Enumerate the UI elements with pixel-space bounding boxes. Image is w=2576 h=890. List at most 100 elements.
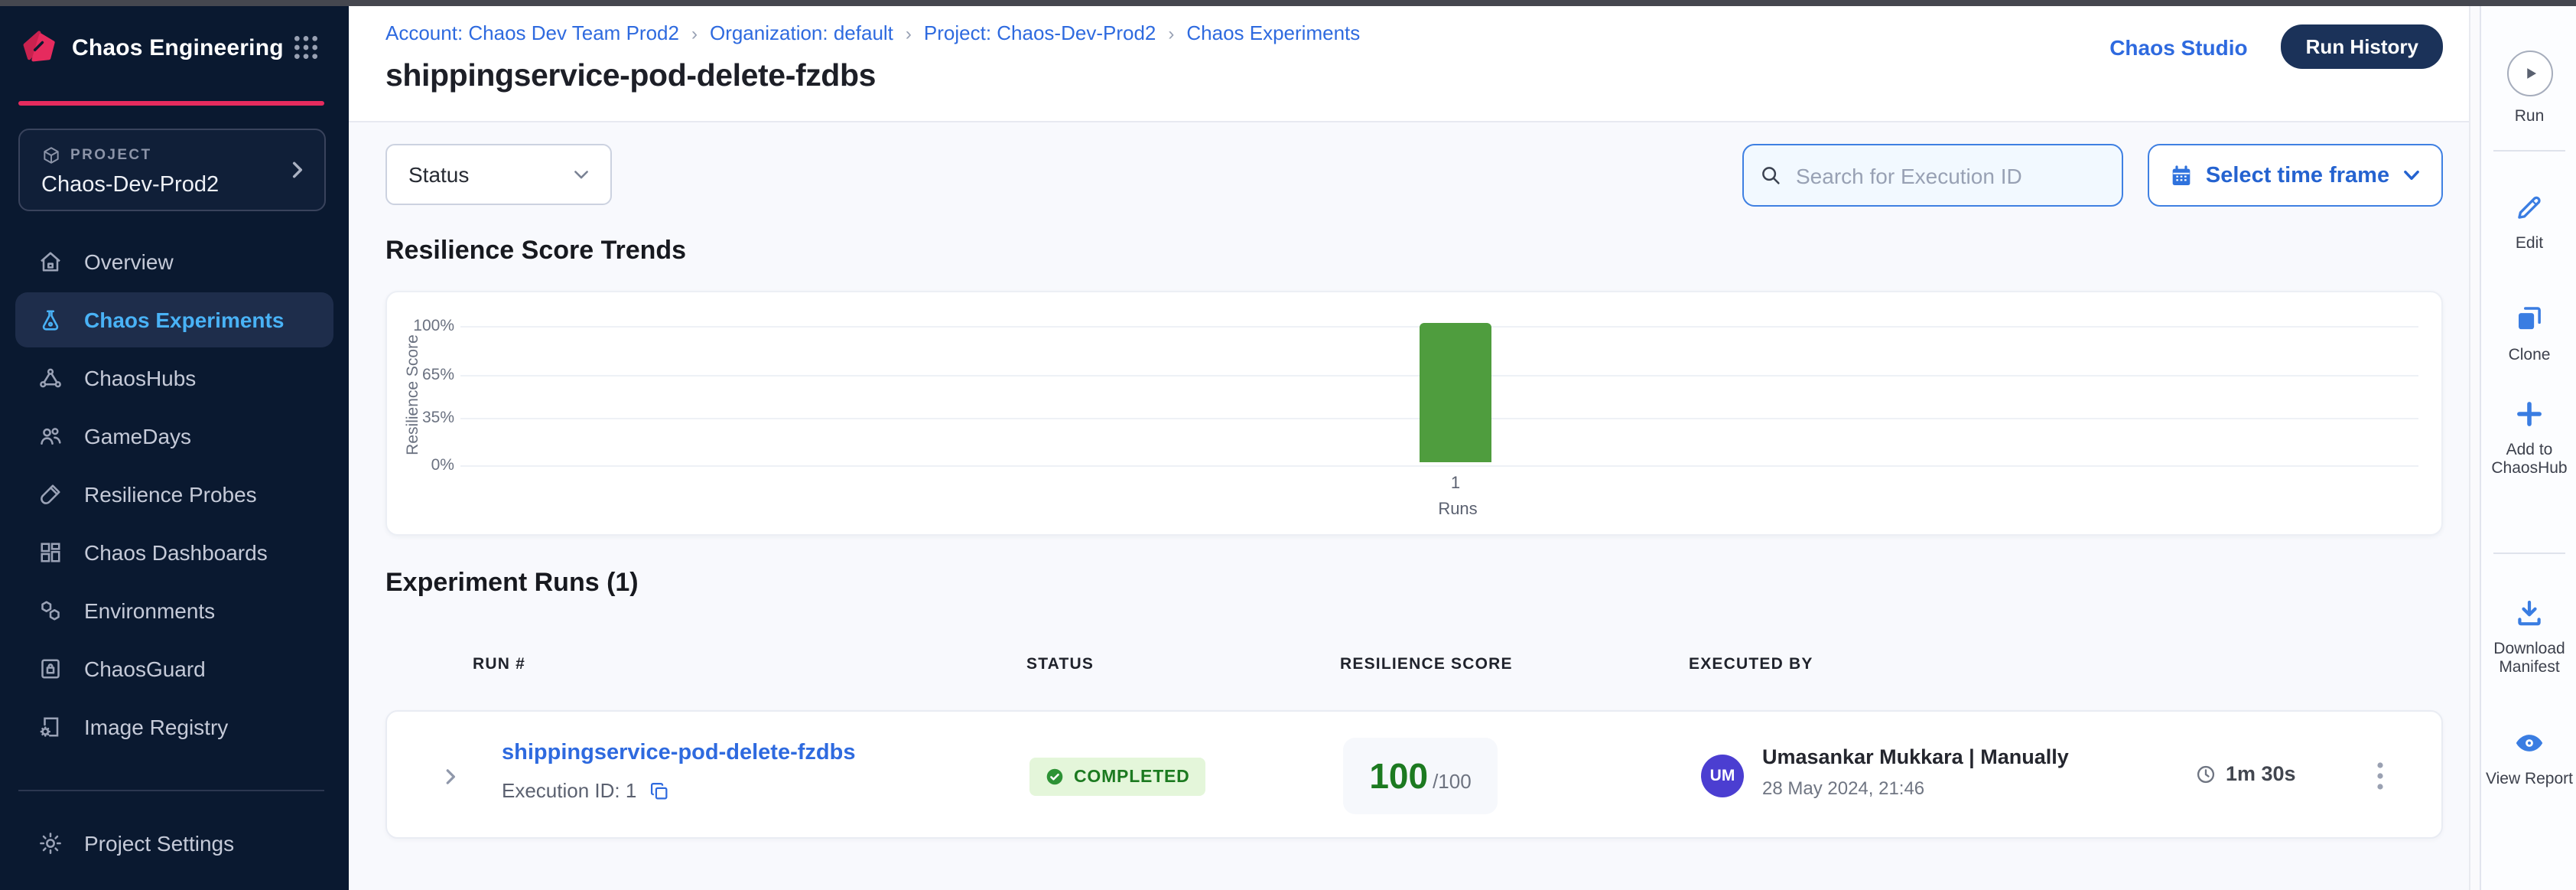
sidebar-item-resilience-probes[interactable]: Resilience Probes (15, 467, 333, 522)
cube-icon (44, 147, 59, 164)
registry-icon (40, 717, 59, 737)
y-tick: 100% (413, 317, 454, 335)
table-row: shippingservice-pod-delete-fzdbs Executi… (385, 710, 2443, 839)
sidebar-divider (18, 790, 324, 791)
download-icon (2518, 600, 2541, 626)
rail-divider (2493, 150, 2565, 152)
row-expand-chevron-icon[interactable] (439, 765, 462, 788)
breadcrumb-separator: › (1168, 22, 1175, 44)
breadcrumb-account[interactable]: Account: Chaos Dev Team Prod2 (385, 21, 679, 44)
run-button[interactable]: Run (2481, 51, 2576, 126)
sidebar-item-chaoshubs[interactable]: ChaosHubs (15, 350, 333, 406)
project-label: PROJECT (70, 147, 152, 164)
sidebar: Chaos Engineering PROJECT Chaos-Dev-Prod… (0, 6, 349, 890)
avatar: UM (1701, 755, 1744, 797)
sidebar-item-project-settings[interactable]: Project Settings (15, 816, 333, 871)
chevron-down-icon (2404, 170, 2419, 181)
status-badge: COMPLETED (1029, 758, 1205, 796)
score-denominator: /100 (1433, 770, 1472, 793)
run-history-button[interactable]: Run History (2281, 24, 2443, 69)
column-header-executed-by: EXECUTED BY (1689, 655, 1813, 673)
sidebar-item-gamedays[interactable]: GameDays (15, 409, 333, 464)
resilience-score-chip: 100 /100 (1343, 738, 1498, 814)
chaos-engineering-logo-icon (23, 31, 55, 62)
sidebar-item-chaos-dashboards[interactable]: Chaos Dashboards (15, 525, 333, 580)
run-name-link[interactable]: shippingservice-pod-delete-fzdbs (502, 741, 856, 765)
gear-icon (40, 833, 61, 854)
run-circle (2506, 51, 2552, 96)
chart-bar[interactable] (1420, 323, 1491, 462)
flask-icon (42, 310, 59, 331)
executed-at-timestamp: 28 May 2024, 21:46 (1762, 778, 1925, 799)
add-to-chaoshub-button[interactable]: Add to ChaosHub (2481, 398, 2576, 478)
execution-id-line: Execution ID: 1 (502, 779, 670, 802)
probe-icon (41, 484, 60, 504)
x-tick: 1 (1450, 474, 1461, 493)
clone-icon (2519, 307, 2541, 330)
pencil-icon (2518, 196, 2541, 219)
page-title: shippingservice-pod-delete-fzdbs (385, 58, 876, 93)
brand-divider (18, 101, 324, 106)
header-actions: Chaos Studio Run History (2109, 24, 2443, 69)
run-duration: 1m 30s (2195, 762, 2296, 785)
chaos-studio-link[interactable]: Chaos Studio (2109, 34, 2248, 59)
apps-grid-icon[interactable] (291, 32, 321, 63)
sidebar-item-overview[interactable]: Overview (15, 234, 333, 289)
chevron-right-icon (292, 161, 303, 178)
breadcrumb: Account: Chaos Dev Team Prod2 › Organiza… (385, 21, 1360, 44)
sidebar-item-chaos-experiments[interactable]: Chaos Experiments (15, 292, 333, 347)
home-icon (41, 252, 60, 272)
eye-icon (2516, 735, 2543, 751)
row-menu-kebab-icon[interactable] (2368, 758, 2392, 794)
y-tick: 35% (421, 409, 454, 427)
view-report-button[interactable]: View Report (2481, 727, 2576, 788)
time-frame-button[interactable]: Select time frame (2148, 144, 2443, 207)
y-tick: 0% (431, 456, 454, 474)
page-header: Account: Chaos Dev Team Prod2 › Organiza… (349, 6, 2480, 122)
edit-button[interactable]: Edit (2481, 191, 2576, 253)
sidebar-item-environments[interactable]: Environments (15, 583, 333, 638)
breadcrumb-chaos-experiments[interactable]: Chaos Experiments (1186, 21, 1361, 44)
chart-section-title: Resilience Score Trends (385, 236, 687, 265)
runs-section-title: Experiment Runs (1) (385, 568, 639, 597)
clone-button[interactable]: Clone (2481, 303, 2576, 364)
download-manifest-button[interactable]: Download Manifest (2481, 597, 2576, 676)
action-rail: Run Edit Clone Add to ChaosHub Download … (2480, 6, 2576, 890)
lock-icon (41, 659, 60, 679)
rail-divider (2493, 553, 2565, 554)
score-value: 100 (1369, 755, 1429, 795)
search-input[interactable] (1796, 163, 2102, 187)
y-axis-title: Resilience Score (404, 334, 422, 455)
users-icon (41, 428, 61, 445)
calendar-icon (2172, 165, 2191, 184)
y-tick: 65% (421, 366, 454, 384)
column-header-run: RUN # (473, 655, 526, 673)
play-icon (2526, 68, 2535, 79)
x-axis-title: Runs (1438, 500, 1478, 519)
breadcrumb-project[interactable]: Project: Chaos-Dev-Prod2 (923, 21, 1156, 44)
breadcrumb-organization[interactable]: Organization: default (709, 21, 893, 44)
check-circle-icon (1046, 768, 1063, 785)
chevron-down-icon (574, 171, 588, 179)
product-logo-row: Chaos Engineering (18, 24, 330, 70)
sidebar-item-chaosguard[interactable]: ChaosGuard (15, 641, 333, 696)
breadcrumb-separator: › (691, 22, 698, 44)
execution-id: Execution ID: 1 (502, 779, 637, 802)
product-name: Chaos Engineering (72, 34, 284, 60)
vertical-scrollbar[interactable] (2469, 6, 2480, 890)
search-box (1742, 144, 2123, 207)
column-header-status: STATUS (1026, 655, 1094, 673)
gridline (460, 465, 2418, 467)
plus-icon (2517, 402, 2542, 426)
column-header-resilience-score: RESILIENCE SCORE (1340, 655, 1513, 673)
copy-icon[interactable] (649, 780, 670, 801)
resilience-score-chart: 100% 65% 35% 0% Resilience Score 1 Runs (385, 291, 2443, 536)
status-filter-select[interactable]: Status (385, 144, 612, 205)
hub-icon (40, 368, 61, 388)
dashboard-icon (41, 543, 60, 562)
sidebar-item-image-registry[interactable]: Image Registry (15, 699, 333, 755)
project-selector[interactable]: PROJECT Chaos-Dev-Prod2 (18, 129, 326, 211)
search-icon (1762, 167, 1780, 184)
executed-by-name: Umasankar Mukkara | Manually (1762, 745, 2069, 768)
